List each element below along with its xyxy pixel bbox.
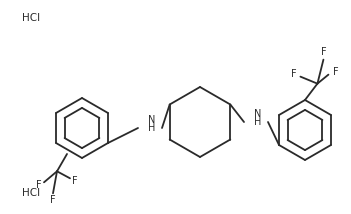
- Text: HCl: HCl: [22, 188, 40, 198]
- Text: F: F: [291, 69, 296, 79]
- Text: H: H: [254, 117, 262, 127]
- Text: HCl: HCl: [22, 13, 40, 23]
- Text: F: F: [320, 47, 326, 57]
- Text: H: H: [148, 123, 156, 133]
- Text: F: F: [50, 195, 56, 205]
- Text: N: N: [254, 109, 262, 119]
- Text: N: N: [148, 115, 156, 125]
- Text: F: F: [36, 180, 42, 190]
- Text: F: F: [72, 176, 78, 186]
- Text: F: F: [333, 67, 338, 77]
